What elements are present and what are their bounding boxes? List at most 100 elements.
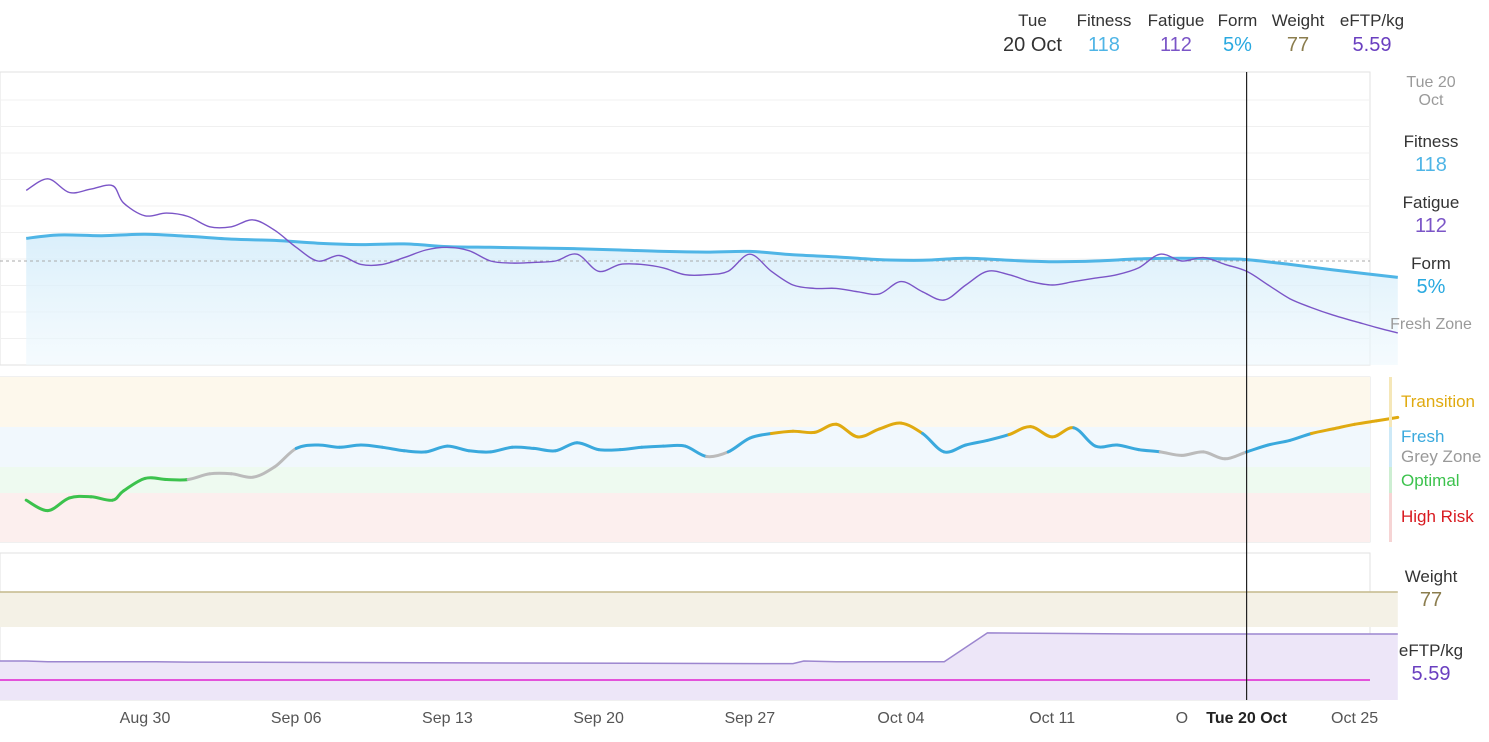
sidebar-weight-label: Weight	[1404, 567, 1458, 586]
sidebar-eftp-value: 5.59	[1411, 663, 1451, 685]
header-fitness-value: 118	[1088, 34, 1120, 56]
header-fatigue: Fatigue 112	[1140, 10, 1212, 58]
fitness-fatigue-panel	[0, 71, 1398, 366]
header-fatigue-value: 112	[1160, 34, 1192, 56]
form-line-segment	[208, 471, 233, 476]
form-line-segment	[489, 445, 514, 454]
header-weight-label: Weight	[1271, 11, 1325, 30]
form-line-segment	[964, 438, 989, 447]
form-line-segment	[381, 445, 406, 453]
form-line-segment	[575, 441, 601, 452]
x-tick-label: Aug 30	[119, 710, 171, 727]
form-line-segment	[1158, 450, 1184, 457]
form-line-segment	[510, 445, 536, 450]
form-line-segment	[769, 429, 795, 435]
form-line-segment	[359, 443, 385, 449]
zone-label-optimal: Optimal	[1401, 471, 1460, 490]
form-line-segment	[1093, 443, 1119, 449]
form-line-segment	[532, 446, 557, 453]
x-tick-label: Sep 27	[724, 710, 776, 727]
form-line-segment	[640, 444, 665, 449]
zone-label-transition: Transition	[1401, 392, 1476, 411]
header-fatigue-label: Fatigue	[1147, 11, 1205, 30]
form-line-segment	[402, 449, 428, 454]
header-eftp-label: eFTP/kg	[1339, 11, 1405, 30]
form-line-segment	[143, 476, 169, 481]
sidebar-weight-value: 77	[1419, 589, 1443, 611]
form-line-segment	[424, 444, 449, 454]
zone-label-grey-zone: Grey Zone	[1401, 447, 1482, 466]
form-line-segment	[899, 421, 925, 435]
form-line-segment	[445, 444, 471, 453]
form-line-segment	[856, 427, 881, 439]
sidebar-fitness: Fitness 118	[1375, 132, 1487, 178]
header-date-day: Tue	[1018, 11, 1047, 30]
form-line-segment	[273, 446, 298, 469]
form-line-segment	[111, 489, 125, 502]
zone-bar-transition	[1389, 377, 1392, 427]
x-tick-label: Oct 11	[1029, 710, 1076, 727]
form-line-segment	[251, 465, 277, 479]
eftp-line	[0, 632, 1398, 665]
weight-eftp-panel	[0, 552, 1398, 701]
transition-band	[0, 377, 1370, 427]
form-line-segment	[316, 443, 341, 449]
fitness-area	[26, 234, 1398, 365]
x-tick-label: Sep 20	[573, 710, 624, 727]
header-fitness: Fitness 118	[1068, 10, 1140, 58]
form-line-segment	[1245, 443, 1270, 454]
form-line-segment	[1374, 415, 1400, 423]
form-line-segment	[661, 443, 687, 448]
sidebar-weight: Weight 77	[1375, 567, 1487, 613]
form-line-segment	[748, 432, 773, 440]
x-tick-label: O	[1175, 710, 1189, 727]
header-date: Tue 20 Oct	[995, 10, 1070, 58]
header-eftp: eFTP/kg 5.59	[1333, 10, 1411, 58]
eftp-area	[0, 632, 1398, 700]
sidebar-form-value: 5%	[1416, 276, 1446, 298]
sidebar-fatigue-label: Fatigue	[1402, 193, 1460, 212]
form-line-segment	[985, 433, 1011, 442]
form-line-segment	[921, 432, 946, 454]
sidebar-date-value: Tue 20 Oct	[1406, 74, 1456, 109]
form-line-segment	[726, 436, 752, 454]
x-tick-label: Sep 13	[422, 710, 473, 727]
header-weight: Weight 77	[1264, 10, 1332, 58]
header-date-value: 20 Oct	[1003, 34, 1062, 56]
header-eftp-value: 5.59	[1352, 34, 1392, 56]
form-line-segment	[1029, 425, 1054, 439]
header-weight-value: 77	[1286, 34, 1310, 56]
form-line-segment	[1201, 450, 1227, 461]
zone-label-fresh: Fresh	[1401, 427, 1445, 446]
x-tick-label: Sep 06	[270, 710, 322, 727]
form-line-segment	[1180, 450, 1205, 457]
sidebar-form: Form 5%	[1375, 254, 1487, 300]
form-line-segment	[1050, 426, 1076, 439]
form-line-segment	[186, 472, 212, 481]
form-line-segment	[121, 476, 147, 493]
sidebar-date: Tue 20 Oct	[1375, 74, 1487, 110]
form-line-segment	[24, 498, 50, 513]
zone-bar-fresh	[1389, 427, 1392, 467]
form-line-segment	[618, 445, 644, 452]
form-line-segment	[1223, 450, 1249, 461]
form-line-segment	[1007, 425, 1033, 437]
form-line-segment	[597, 448, 622, 452]
form-line-segment	[294, 443, 320, 450]
header-form-value: 5%	[1223, 34, 1252, 56]
form-panel	[0, 376, 1400, 543]
form-line-segment	[1331, 422, 1357, 431]
sidebar-eftp: eFTP/kg 5.59	[1375, 641, 1487, 687]
form-line-segment	[67, 494, 93, 500]
sidebar-form-zone-value: Fresh Zone	[1390, 316, 1472, 333]
sidebar-fatigue: Fatigue 112	[1375, 193, 1487, 239]
form-line-segment	[1072, 426, 1097, 448]
form-line-segment	[834, 422, 860, 439]
sidebar-form-zone: Fresh Zone	[1375, 315, 1487, 335]
weight-area	[0, 592, 1398, 627]
zone-bar-optimal	[1389, 467, 1392, 493]
optimal-band	[0, 467, 1370, 493]
zone-bar-high-risk	[1389, 493, 1392, 542]
form-line-segment	[813, 422, 838, 434]
